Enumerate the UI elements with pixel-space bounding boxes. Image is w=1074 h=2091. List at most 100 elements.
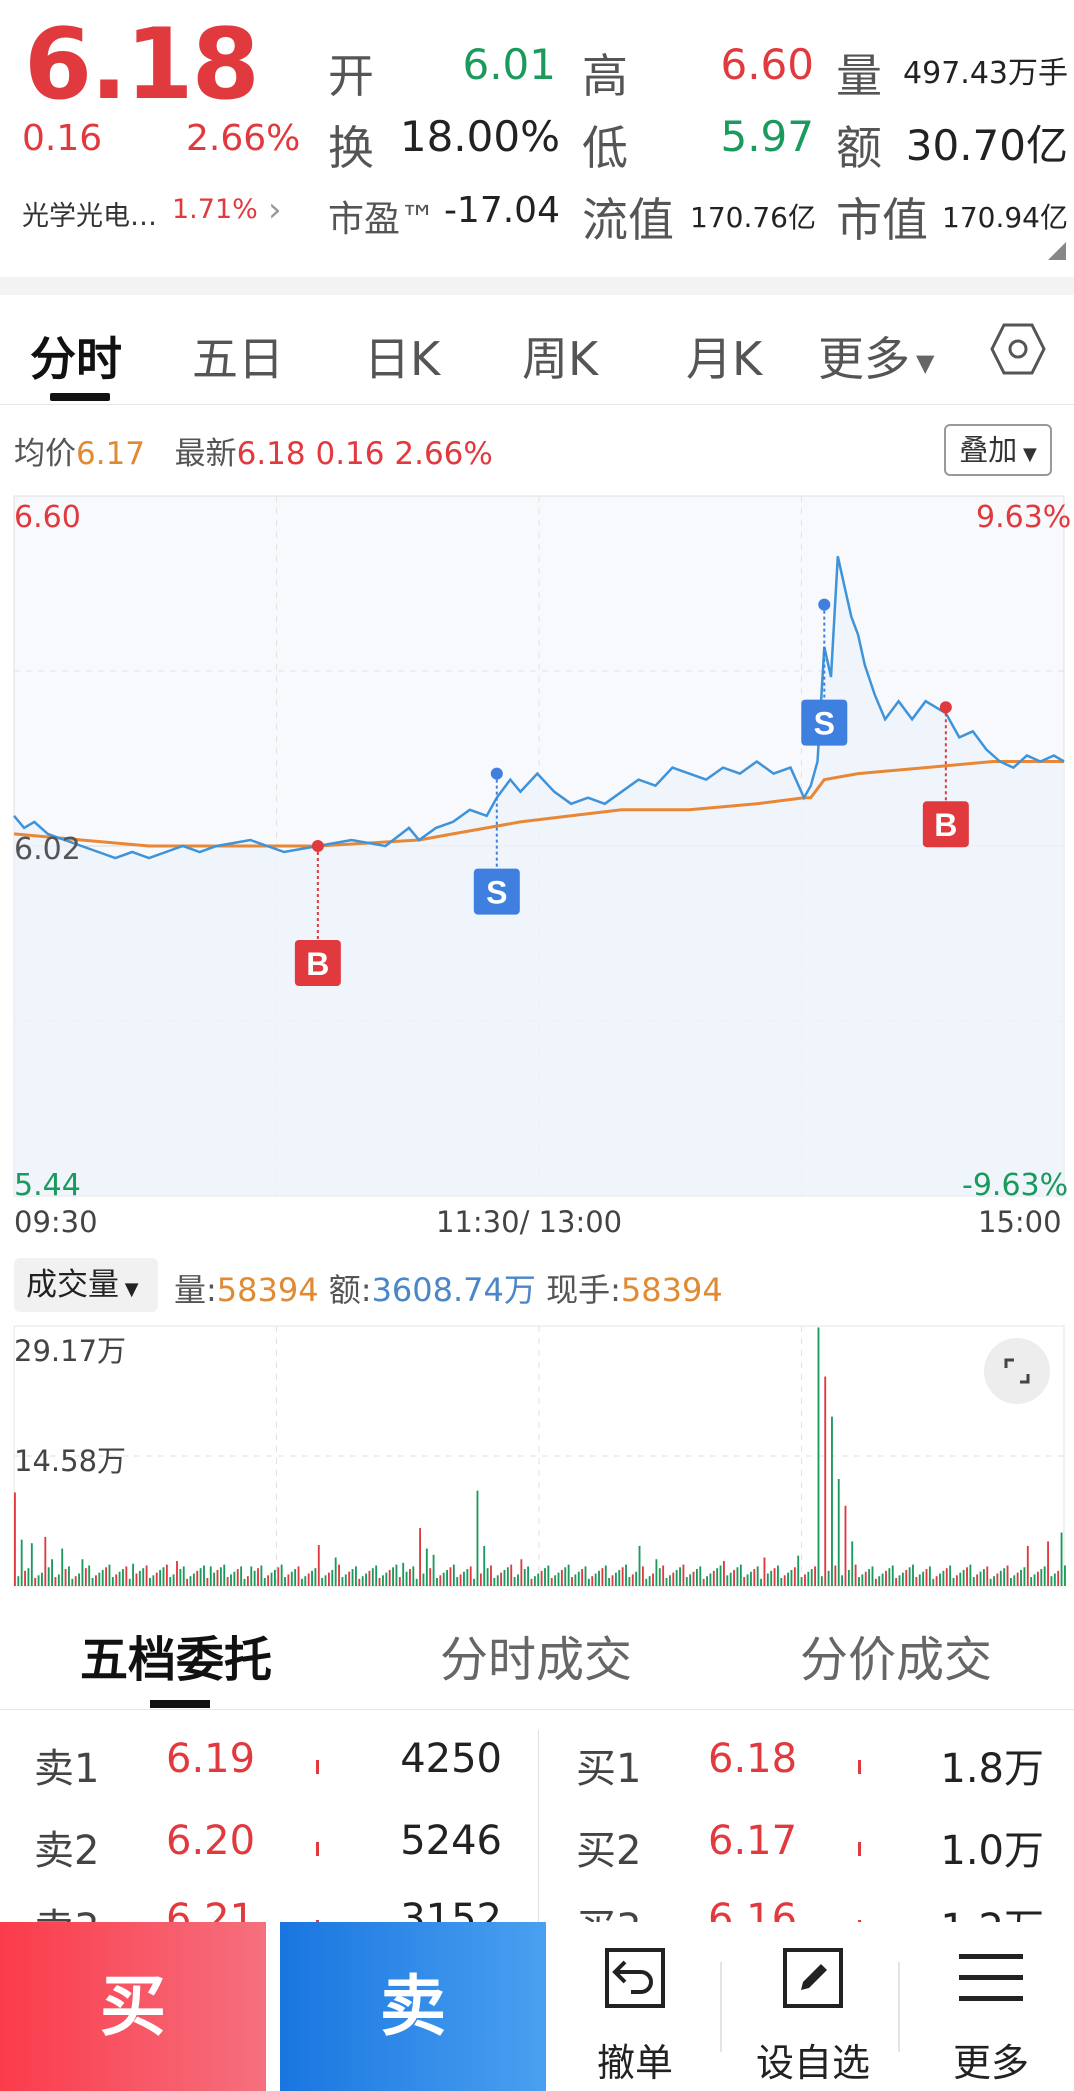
- volume-chart[interactable]: [0, 1320, 1074, 1590]
- tab-five-day[interactable]: 五日: [192, 332, 284, 386]
- volume-bar: [746, 1574, 749, 1586]
- indicator-selector[interactable]: 成交量 ▼: [14, 1258, 158, 1312]
- volume-bar: [750, 1571, 752, 1586]
- volume-bar: [1006, 1565, 1009, 1586]
- bid-price[interactable]: 6.17: [708, 1818, 798, 1864]
- volume-bar: [243, 1578, 246, 1586]
- volume-bar: [608, 1577, 611, 1586]
- add-watchlist-button[interactable]: 设自选: [738, 1922, 888, 2091]
- volume-bar: [908, 1567, 911, 1586]
- volume-bar: [64, 1569, 67, 1586]
- sell-marker-label: S: [486, 875, 507, 911]
- active-tab-indicator: [150, 1700, 210, 1708]
- more-button[interactable]: 更多: [916, 1922, 1066, 2091]
- buy-marker-label: B: [934, 807, 957, 843]
- time-label-midday: 11:30/ 13:00: [436, 1205, 623, 1239]
- volume-bar: [885, 1570, 887, 1586]
- tab-more-label: 更多: [818, 332, 910, 386]
- volume-bar: [574, 1574, 577, 1586]
- volume-bar: [327, 1572, 330, 1586]
- volume-bar: [695, 1569, 698, 1586]
- volume-bar: [223, 1564, 226, 1586]
- tab-monthly-k[interactable]: 月K: [686, 332, 763, 386]
- volume-bar: [388, 1569, 391, 1586]
- tab-order-book[interactable]: 五档委托: [80, 1632, 273, 1688]
- settings-hexagon-icon[interactable]: [990, 321, 1046, 377]
- fullscreen-button[interactable]: [984, 1338, 1050, 1404]
- vol-value: 58394: [216, 1271, 319, 1309]
- bid-price[interactable]: 6.18: [708, 1736, 798, 1782]
- buy-button[interactable]: 买: [0, 1922, 266, 2091]
- volume-bar: [196, 1570, 199, 1586]
- volume-bar: [317, 1544, 320, 1586]
- volume-bar: [209, 1566, 212, 1586]
- ask-price[interactable]: 6.20: [166, 1818, 256, 1864]
- tab-weekly-k[interactable]: 周K: [522, 332, 599, 386]
- volume-bar: [560, 1569, 563, 1586]
- marker-dot: [490, 767, 503, 780]
- volume-bar: [78, 1573, 81, 1586]
- volume-bar: [1003, 1568, 1006, 1586]
- sector-name[interactable]: 光学光电…: [22, 201, 157, 232]
- volume-bar: [273, 1569, 276, 1586]
- current-price: 6.18: [24, 8, 260, 122]
- volume-bar: [729, 1572, 732, 1586]
- volume-grid: [13, 1325, 1065, 1587]
- ask-row-1: 卖1 6.19 4250: [34, 1736, 504, 1816]
- float-label: 流值: [582, 193, 674, 247]
- ask-price[interactable]: 6.19: [166, 1736, 256, 1782]
- volume-bar: [57, 1574, 60, 1586]
- volume-bar: [972, 1577, 975, 1586]
- y-top-label: 6.60: [14, 500, 81, 535]
- volume-bar: [368, 1570, 371, 1586]
- volume-bar: [982, 1569, 985, 1586]
- overlay-button[interactable]: 叠加 ▼: [944, 424, 1052, 476]
- volume-bar: [581, 1569, 584, 1586]
- turnover-value: 18.00%: [399, 112, 560, 161]
- volume-bar: [169, 1577, 172, 1586]
- volume-bar: [844, 1505, 847, 1586]
- float-value: 170.76亿: [690, 201, 816, 234]
- chevron-right-icon[interactable]: ›: [268, 190, 282, 230]
- tab-intraday[interactable]: 分时: [30, 332, 122, 386]
- volume-bar: [1060, 1532, 1063, 1586]
- volume-bar: [641, 1566, 644, 1586]
- intraday-price-chart[interactable]: B S S B: [0, 490, 1074, 1200]
- open-value: 6.01: [462, 40, 556, 89]
- tab-tick-trades[interactable]: 分时成交: [440, 1632, 633, 1688]
- period-tabs: 分时 五日 日K 周K 月K 更多 ▼: [0, 295, 1074, 405]
- cancel-order-button[interactable]: 撤单: [560, 1922, 710, 2091]
- volume-bar: [37, 1575, 40, 1586]
- tab-more[interactable]: 更多 ▼: [818, 323, 934, 389]
- bid-volume: 1.0万: [940, 1828, 1044, 1874]
- sector-pct[interactable]: 1.71%: [172, 194, 258, 225]
- volume-bar: [932, 1578, 935, 1586]
- volume-bar: [635, 1571, 638, 1586]
- volume-bar: [523, 1569, 526, 1586]
- volume-bar: [939, 1573, 941, 1586]
- volume-bar: [436, 1577, 438, 1586]
- volume-bar: [979, 1571, 982, 1586]
- expand-corner-icon[interactable]: [1048, 242, 1066, 260]
- tab-price-trades[interactable]: 分价成交: [800, 1632, 993, 1688]
- volume-bar: [149, 1577, 151, 1586]
- volume-bar: [689, 1574, 692, 1586]
- ask-depth-bar: [316, 1842, 319, 1856]
- tab-daily-k[interactable]: 日K: [364, 332, 441, 386]
- volume-bar: [311, 1570, 313, 1586]
- average-price-line: [13, 760, 1064, 848]
- volume-bar: [949, 1565, 952, 1586]
- volume-bar: [287, 1574, 290, 1586]
- volume-y-mid: 14.58万: [14, 1444, 127, 1478]
- latest-value: 6.18: [236, 436, 306, 472]
- volume-bar: [935, 1576, 938, 1586]
- volume-bar: [945, 1568, 948, 1586]
- time-label-close: 15:00: [978, 1205, 1062, 1239]
- sell-button[interactable]: 卖: [280, 1922, 546, 2091]
- volume-bar: [358, 1578, 361, 1586]
- volume-bar: [793, 1567, 796, 1586]
- volume-bar: [422, 1573, 425, 1586]
- volume-bar: [361, 1576, 364, 1586]
- volume-bar: [699, 1566, 702, 1586]
- volume-bar: [638, 1545, 641, 1586]
